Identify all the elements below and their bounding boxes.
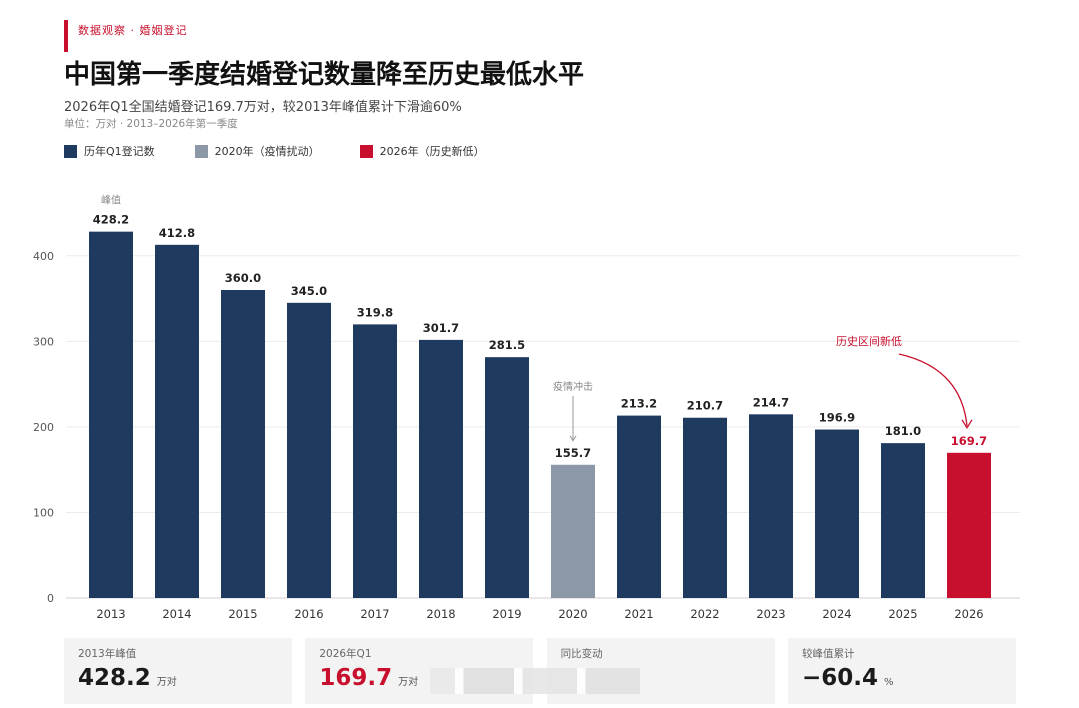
bar-value-label: 412.8	[159, 226, 195, 240]
card-cumulative-value: −60.4	[801, 665, 879, 691]
bar-chart: 0 100 200 300 400 428.2 2013 412.8 2014 360.0 2015…	[33, 194, 1020, 621]
bar-value-label: 210.7	[687, 399, 723, 413]
bar	[485, 357, 529, 598]
bar-value-label: 301.7	[423, 321, 459, 335]
bar	[155, 244, 199, 598]
x-tick-label: 2018	[426, 607, 455, 621]
bar	[683, 417, 727, 598]
annotation-record-low-arrowhead	[961, 419, 973, 430]
bar-value-label: 428.2	[93, 213, 129, 227]
x-tick-label: 2020	[558, 607, 587, 621]
x-tick-label: 2014	[162, 607, 191, 621]
watermark-blur	[430, 668, 640, 694]
legend-label-regular: 历年Q1登记数	[84, 145, 155, 158]
y-tick-label: 0	[47, 592, 54, 605]
kicker-label: 数据观察 · 婚姻登记	[78, 24, 188, 37]
bar-value-label: 196.9	[819, 411, 855, 425]
chart-subtitle: 2026年Q1全国结婚登记169.7万对，较2013年峰值累计下滑逾60%	[64, 100, 462, 115]
annotation-covid: 疫情冲击	[553, 380, 593, 393]
legend-swatch-2026	[359, 144, 373, 158]
y-tick-label: 400	[33, 250, 54, 263]
legend-swatch-regular	[64, 144, 77, 158]
bar-value-label: 281.5	[489, 338, 525, 352]
bar-value-label: 319.8	[357, 305, 393, 319]
card-cumulative: 较峰值累计 −60.4%	[787, 638, 1016, 704]
card-peak-label: 2013年峰值	[78, 648, 137, 660]
bar-value-label: 155.7	[555, 446, 591, 460]
x-tick-label: 2013	[96, 607, 125, 621]
legend-label-2020: 2020年（疫情扰动）	[214, 145, 320, 158]
bar	[947, 452, 991, 598]
bar	[881, 443, 925, 598]
legend-item-2020: 2020年（疫情扰动）	[194, 143, 320, 159]
bar	[815, 429, 859, 598]
bar	[749, 414, 793, 598]
chart-title: 中国第一季度结婚登记数量降至历史最低水平	[64, 60, 585, 90]
legend-swatch-2020	[194, 144, 208, 158]
unit-note: 单位：万对 · 2013–2026年第一季度	[64, 118, 238, 130]
x-tick-label: 2017	[360, 607, 389, 621]
x-tick-label: 2019	[492, 607, 521, 621]
x-tick-label: 2016	[294, 607, 323, 621]
legend-item-2026: 2026年（历史新低）	[359, 143, 485, 159]
annotation-record-low-arrow	[898, 353, 968, 426]
annotation-covid-arrowhead	[569, 435, 577, 442]
y-tick-label: 200	[33, 421, 54, 434]
bar	[419, 339, 463, 598]
card-cumulative-unit: %	[884, 677, 894, 688]
x-tick-label: 2024	[822, 607, 851, 621]
bar-value-label: 345.0	[291, 284, 327, 298]
y-tick-label: 300	[33, 335, 54, 348]
legend-item-regular: 历年Q1登记数	[64, 143, 155, 159]
card-2026-unit: 万对	[398, 677, 419, 688]
bar	[353, 324, 397, 598]
bar	[287, 302, 331, 598]
card-2026-label: 2026年Q1	[319, 648, 372, 660]
card-yoy-label: 同比变动	[560, 648, 603, 660]
legend-label-2026: 2026年（历史新低）	[379, 145, 485, 158]
card-peak-value: 428.2	[78, 665, 151, 691]
y-tick-label: 100	[33, 506, 54, 519]
card-peak-unit: 万对	[156, 677, 177, 688]
bar	[221, 290, 265, 598]
x-tick-label: 2025	[888, 607, 917, 621]
x-tick-label: 2021	[624, 607, 653, 621]
bar	[89, 231, 133, 598]
bar-value-label: 214.7	[753, 395, 789, 409]
chart-legend: 历年Q1登记数 2020年（疫情扰动） 2026年（历史新低）	[64, 143, 525, 159]
x-tick-label: 2026	[954, 607, 983, 621]
summary-cards: 2013年峰值 428.2 万对 2026年Q1 169.7 万对 同比变动 较峰值…	[64, 638, 1016, 704]
bar	[617, 415, 661, 598]
bar-value-label: 181.0	[885, 424, 921, 438]
annotation-peak: 峰值	[101, 194, 121, 207]
x-tick-label: 2015	[228, 607, 257, 621]
bar	[551, 464, 595, 598]
kicker-accent-bar	[64, 20, 68, 52]
card-peak: 2013年峰值 428.2 万对	[64, 638, 292, 704]
bar-value-label: 360.0	[225, 271, 261, 285]
annotation-record-low: 历史区间新低	[836, 334, 902, 348]
bar-value-label: 213.2	[621, 397, 657, 411]
x-tick-label: 2022	[690, 607, 719, 621]
bar-value-label: 169.7	[951, 434, 987, 448]
x-tick-label: 2023	[756, 607, 785, 621]
card-2026-value: 169.7	[319, 665, 393, 691]
card-cumulative-label: 较峰值累计	[801, 648, 855, 660]
